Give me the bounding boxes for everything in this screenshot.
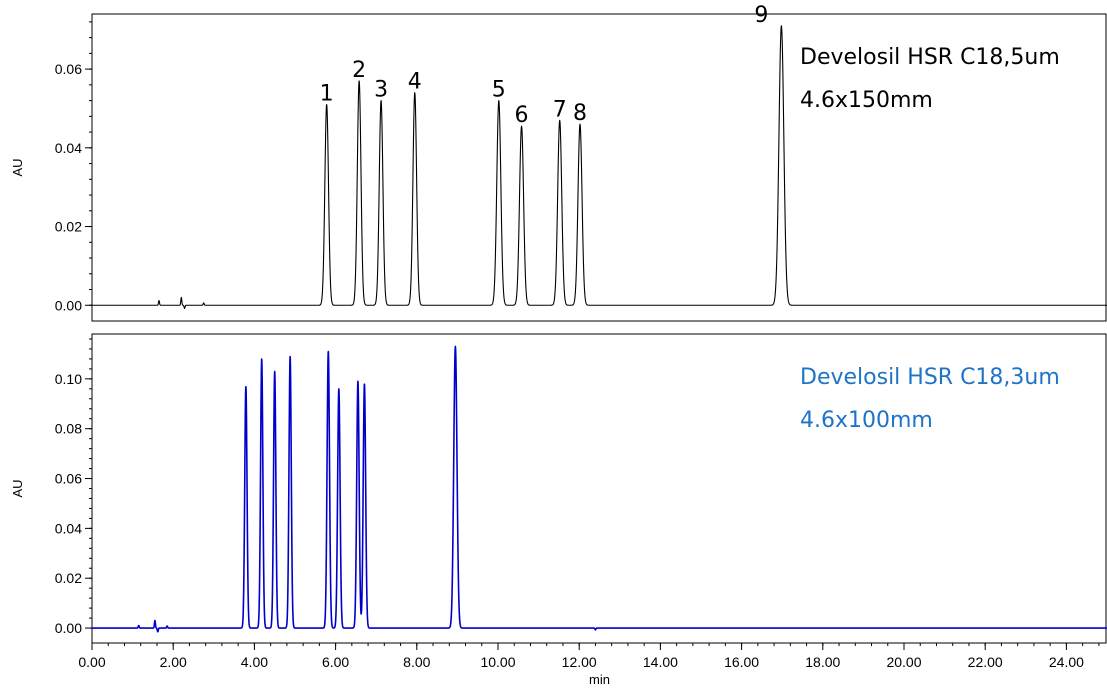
x-axis-label: min [589,672,610,687]
chart-panel-bottom: 0.00 0.02 0.04 0.06 0.08 0.10 AU 0.00 2.00 4.00 6.… [10,333,1107,687]
y-tick-label: 0.06 [55,61,82,77]
x-tick-label: 16.00 [724,654,759,670]
column-annotation-line1: Develosil HSR C18,5um [800,45,1060,70]
peak-label: 3 [374,78,388,103]
x-tick-label: 4.00 [241,654,268,670]
chromatogram-trace [91,25,1107,309]
y-tick-label: 0.04 [55,520,82,536]
y-axis-label: AU [10,479,25,497]
x-tick-label: 18.00 [805,654,840,670]
peak-label: 8 [573,101,587,126]
x-tick-label: 14.00 [643,654,678,670]
y-tick-label: 0.04 [55,140,82,156]
peak-label: 6 [515,103,529,128]
column-annotation-line2: 4.6x150mm [800,88,933,113]
y-tick-label: 0.10 [55,371,82,387]
x-tick-label: 12.00 [562,654,597,670]
peak-label: 7 [553,97,567,122]
x-tick-label: 10.00 [480,654,515,670]
x-tick-label: 24.00 [1049,654,1084,670]
x-tick-label: 8.00 [403,654,430,670]
x-tick-label: 20.00 [886,654,921,670]
y-tick-label: 0.06 [55,471,82,487]
y-tick-label: 0.08 [55,421,82,437]
x-tick-label: 0.00 [78,654,105,670]
peak-label: 4 [408,70,422,95]
x-tick-label: 22.00 [968,654,1003,670]
peak-label: 1 [320,82,334,107]
peak-label: 9 [754,3,768,28]
y-tick-label: 0.02 [55,570,82,586]
y-tick-label: 0.00 [55,620,82,636]
peak-label: 5 [492,78,506,103]
peak-label: 2 [352,58,366,83]
y-axis-label: AU [10,158,25,176]
column-annotation-line2: 4.6x100mm [800,408,933,433]
column-annotation-line1: Develosil HSR C18,3um [800,365,1060,390]
y-tick-label: 0.02 [55,219,82,235]
x-tick-label: 2.00 [160,654,187,670]
chromatogram-trace [91,345,1107,633]
plot-frame [91,13,1107,322]
y-tick-label: 0.00 [55,297,82,313]
chart-panel-top: 0.00 0.02 0.04 0.06 AU 123 4 56 7 8 9 Develosil HSR… [10,3,1107,322]
x-tick-label: 6.00 [322,654,349,670]
